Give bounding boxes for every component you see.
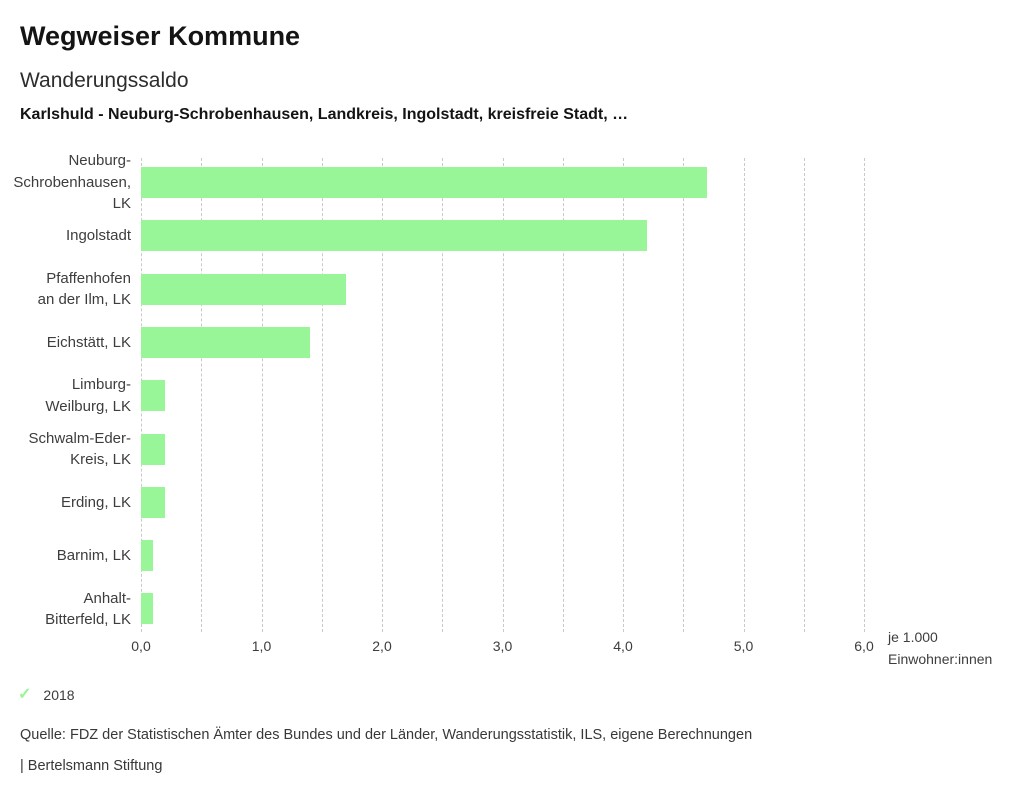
legend-year-label[interactable]: 2018 (43, 687, 75, 703)
category-label-line: Pfaffenhofen (46, 269, 131, 287)
gridline (321, 158, 323, 632)
gridline (683, 158, 685, 632)
category-label-line: Ingolstadt (65, 227, 131, 245)
bar[interactable] (141, 167, 708, 198)
category-label: Eichstätt, LK (0, 316, 131, 369)
gridline (201, 158, 203, 632)
category-label: Neuburg- Schrobenhausen, LK (0, 152, 131, 212)
bar-row (141, 582, 864, 635)
bar[interactable] (141, 486, 166, 518)
x-tick-label: 3,0 (492, 638, 513, 654)
bar-chart: Neuburg- Schrobenhausen, LK Ingolstadt Pfaff… (0, 152, 1024, 636)
category-label-line: Schrobenhausen, (13, 173, 131, 191)
axis-unit-line: je 1.000 (888, 629, 938, 645)
bar[interactable] (141, 273, 346, 305)
bar[interactable] (141, 593, 154, 625)
gridline (623, 158, 624, 632)
chart-context-line: Karlshuld - Neuburg-Schrobenhausen, Land… (20, 106, 629, 123)
x-tick-label: 5,0 (733, 638, 754, 654)
gridline (803, 158, 805, 632)
axis-unit-label: je 1.000 Einwohner:innen (888, 626, 992, 670)
gridline (864, 158, 865, 632)
category-label-line: Neuburg- (68, 152, 131, 170)
checkmark-icon[interactable]: ✓ (18, 686, 32, 703)
category-label: Schwalm-Eder- Kreis, LK (0, 423, 131, 476)
category-label-line: Eichstätt, LK (46, 333, 131, 351)
x-axis: 0,0 1,0 2,0 3,0 4,0 5,0 6,0 (131, 636, 873, 658)
category-label: Anhalt- Bitterfeld, LK (0, 582, 131, 635)
gridline (562, 158, 564, 632)
category-label-line: Kreis, LK (70, 451, 131, 469)
gridline (382, 158, 383, 632)
category-label-line: Limburg- (71, 376, 131, 394)
category-label-line: Erding, LK (60, 493, 131, 511)
category-labels: Neuburg- Schrobenhausen, LK Ingolstadt Pfaff… (0, 152, 131, 636)
source-text: Quelle: FDZ der Statistischen Ämter des … (20, 727, 753, 743)
category-label: Barnim, LK (0, 529, 131, 582)
bar-row (141, 423, 864, 476)
bar-row (141, 156, 864, 209)
gridline (261, 158, 263, 632)
x-tick-label: 6,0 (854, 638, 874, 654)
bar[interactable] (141, 380, 166, 412)
bar-row (141, 263, 864, 316)
x-tick-label: 4,0 (613, 638, 633, 654)
gridline (743, 158, 745, 632)
gridline (502, 158, 504, 632)
legend: ✓ 2018 (18, 686, 75, 704)
bar[interactable] (141, 326, 310, 358)
category-label-line: Weilburg, LK (45, 397, 131, 415)
bar-row (141, 209, 864, 262)
x-tick-label: 1,0 (251, 638, 272, 654)
category-label: Limburg- Weilburg, LK (0, 369, 131, 422)
x-tick-label: 0,0 (131, 638, 151, 654)
category-label-line: Schwalm-Eder- (28, 429, 131, 447)
bar[interactable] (141, 433, 166, 465)
plot-area (141, 156, 865, 636)
category-label: Ingolstadt (0, 209, 131, 262)
bar-row (141, 476, 864, 529)
category-label-line: Bitterfeld, LK (45, 611, 131, 629)
chart-title: Wanderungssaldo (20, 69, 189, 92)
category-label: Erding, LK (0, 476, 131, 529)
axis-unit-line: Einwohner:innen (888, 651, 993, 667)
category-label-line: LK (112, 195, 131, 213)
attribution-text: | Bertelsmann Stiftung (20, 758, 163, 774)
bar-row (141, 529, 864, 582)
bar-row (141, 369, 864, 422)
category-label-line: Barnim, LK (56, 546, 131, 564)
bar[interactable] (141, 220, 648, 252)
gridline (442, 158, 444, 632)
category-label-line: an der Ilm, LK (37, 291, 131, 309)
category-label: Pfaffenhofen an der Ilm, LK (0, 263, 131, 316)
app-title: Wegweiser Kommune (20, 21, 301, 51)
category-label-line: Anhalt- (83, 589, 131, 607)
bar[interactable] (141, 540, 154, 572)
x-tick-label: 2,0 (372, 638, 392, 654)
bar-row (141, 316, 864, 369)
